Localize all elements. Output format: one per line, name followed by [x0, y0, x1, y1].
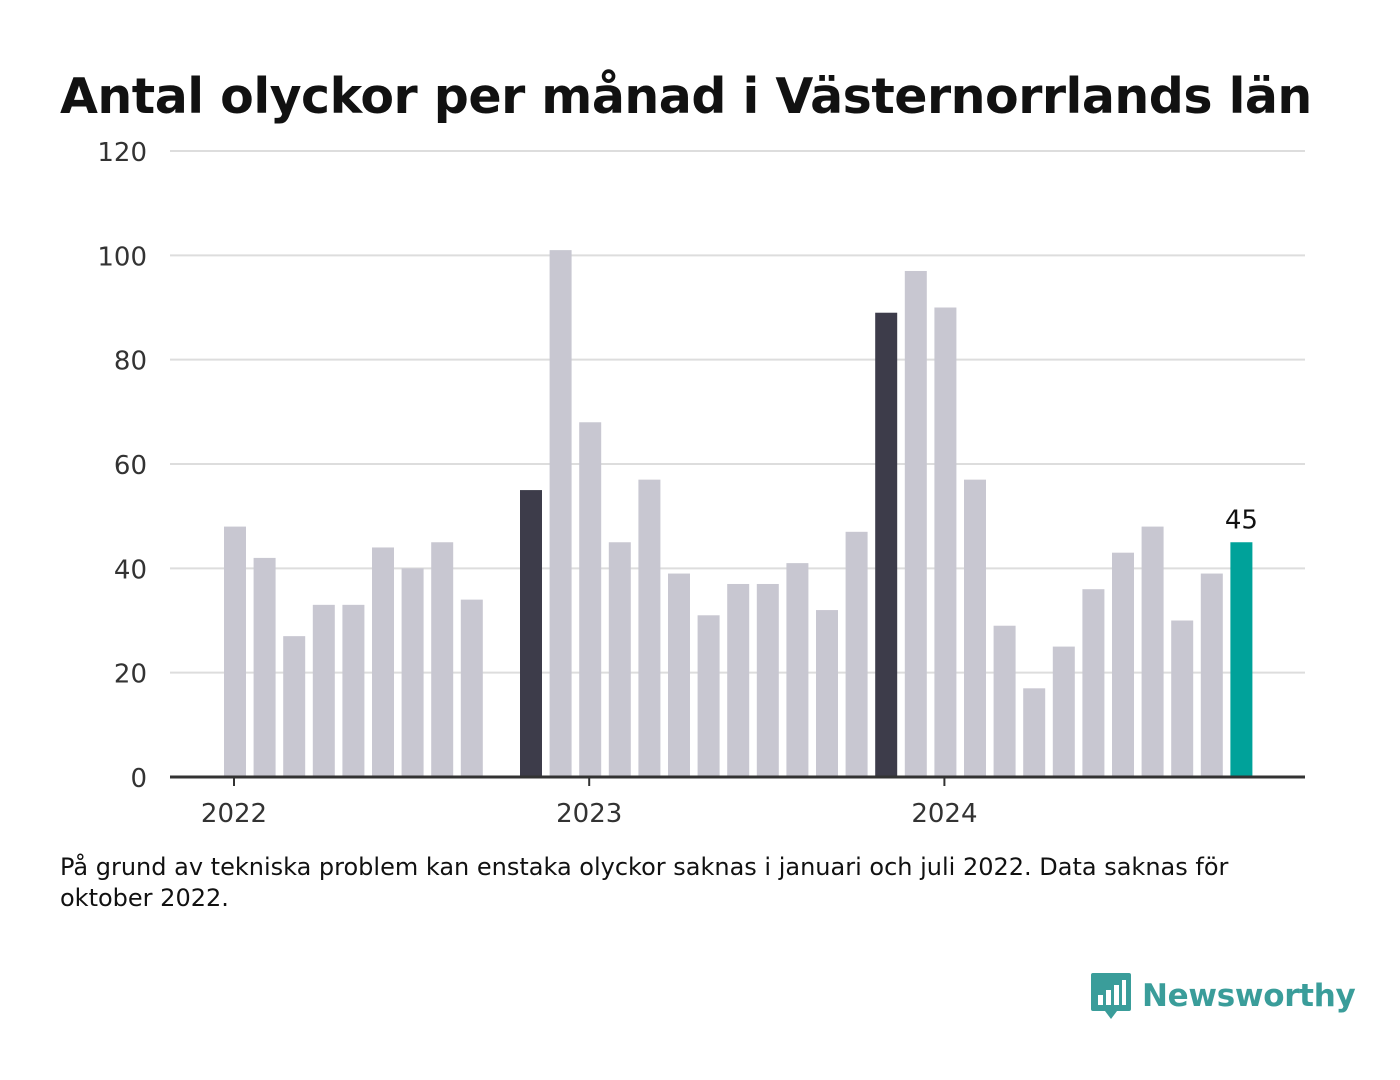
bar: [342, 604, 365, 777]
bar: [756, 583, 779, 777]
bar: [845, 531, 868, 777]
x-tick-label: 2024: [911, 799, 977, 829]
bar: [786, 563, 809, 777]
brand-name: Newsworthy: [1142, 978, 1356, 1014]
bar: [608, 542, 631, 777]
bar: [1112, 552, 1134, 777]
y-tick-label: 40: [114, 555, 147, 585]
bar: [283, 636, 306, 777]
y-tick-label: 20: [114, 660, 147, 690]
bar: [816, 610, 838, 777]
bar: [727, 583, 750, 777]
brand-logo: Newsworthy: [1090, 970, 1356, 1022]
bar: [460, 599, 483, 777]
bar: [875, 312, 898, 777]
bar: [934, 307, 957, 777]
y-tick-label: 60: [114, 451, 147, 481]
bar: [697, 615, 720, 777]
bar: [904, 270, 927, 777]
bar: [1082, 589, 1105, 777]
chart-title: Antal olyckor per månad i Västernorrland…: [60, 68, 1312, 125]
bar: [964, 479, 986, 777]
y-tick-label: 80: [114, 347, 147, 377]
bar: [1141, 526, 1164, 777]
bar: [312, 604, 335, 777]
bar: [401, 568, 424, 777]
bar: [1200, 573, 1223, 777]
data-label: 45: [1225, 505, 1258, 535]
bar: [253, 557, 276, 777]
bar: [224, 526, 246, 777]
bar-chart-logo-icon: [1091, 973, 1131, 1019]
y-tick-label: 0: [130, 764, 147, 794]
bar: [579, 422, 602, 777]
bar: [372, 547, 394, 777]
footnote: På grund av tekniska problem kan enstaka…: [60, 853, 1229, 912]
bar: [431, 542, 454, 777]
bar: [638, 479, 661, 777]
data-labels: 45: [1225, 505, 1258, 535]
bar: [1052, 646, 1075, 777]
bar: [1023, 688, 1046, 777]
bar: [668, 573, 690, 777]
bar: [1171, 620, 1194, 777]
x-tick-label: 2023: [556, 799, 622, 829]
y-tick-label: 100: [97, 242, 147, 272]
bar: [520, 490, 542, 777]
y-axis-tick-labels: 0 20 40 60 80 100 120: [97, 138, 147, 794]
x-axis-tick-labels: 2022 2023 2024: [201, 777, 977, 829]
bar: [549, 250, 572, 777]
y-tick-label: 120: [97, 138, 147, 168]
bar: [993, 625, 1016, 777]
bars: [224, 250, 1253, 777]
bar: [1230, 542, 1253, 777]
x-tick-label: 2022: [201, 799, 267, 829]
